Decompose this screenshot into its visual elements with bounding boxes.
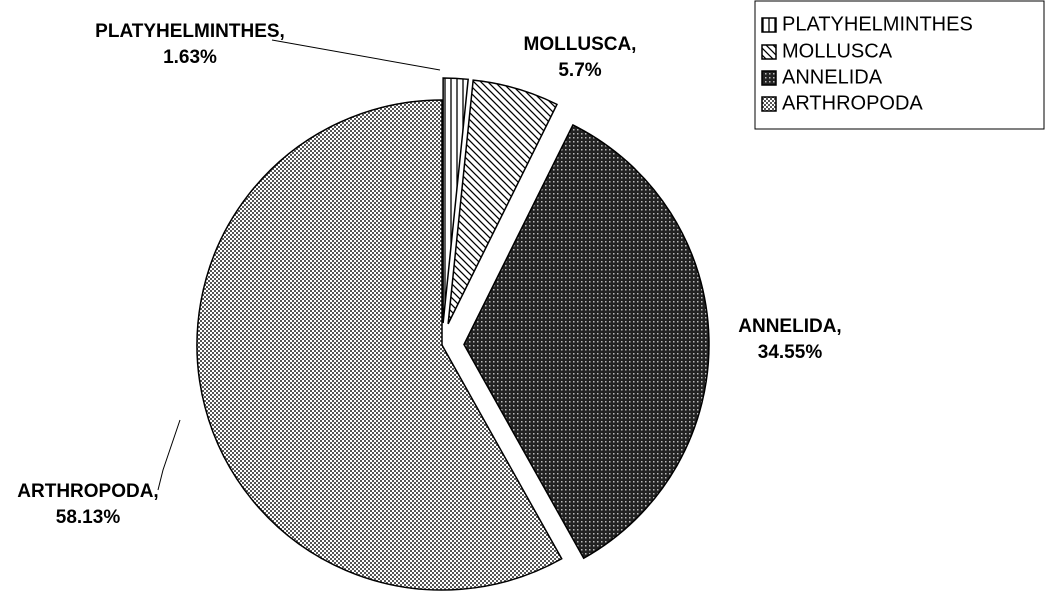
data-label: PLATYHELMINTHES, 1.63%: [95, 21, 285, 68]
pie-slice: [442, 77, 469, 324]
legend-label: PLATYHELMINTHES: [782, 13, 973, 35]
legend-swatch: [761, 17, 777, 33]
pie-slice: [196, 99, 563, 591]
legend-swatch: [761, 44, 777, 60]
leader-line: [271, 39, 441, 71]
legend-box: [754, 0, 1045, 130]
legend-label: MOLLUSCA: [782, 40, 893, 62]
legend-label: ANNELIDA: [782, 66, 883, 88]
data-label: MOLLUSCA, 5.7%: [523, 34, 637, 81]
leader-line: [157, 419, 181, 491]
data-label: ARTHROPODA, 58.13%: [17, 481, 159, 528]
data-label: ANNELIDA, 34.55%: [738, 316, 842, 363]
legend-swatch: [761, 70, 777, 86]
pie-slice: [447, 79, 558, 325]
pie-slice: [463, 123, 710, 560]
legend-label: ARTHROPODA: [782, 92, 923, 114]
legend-swatch: [761, 96, 777, 112]
